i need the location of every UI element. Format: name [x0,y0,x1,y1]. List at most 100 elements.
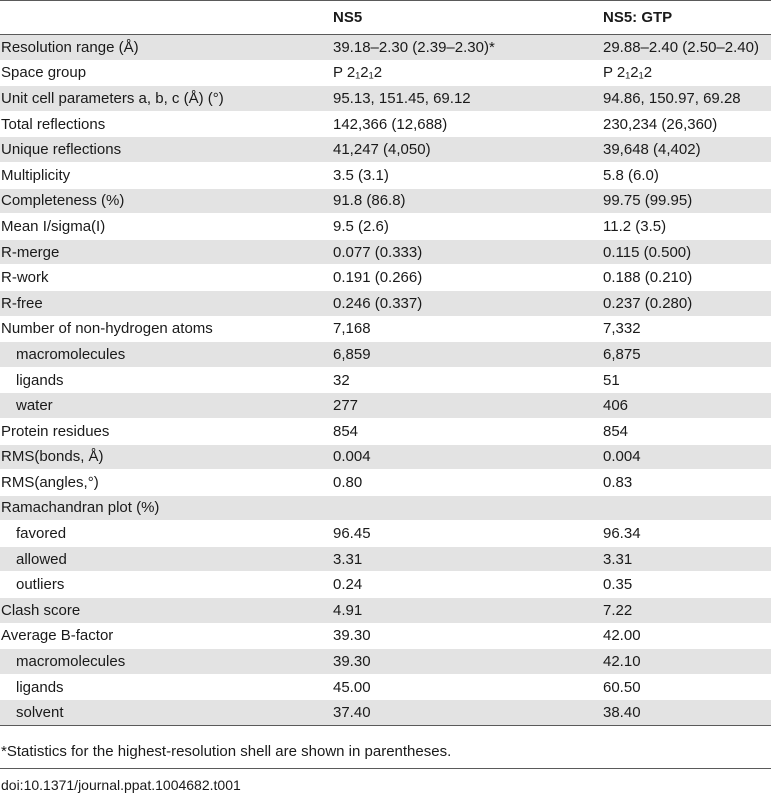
cell-ns5: 4.91 [333,597,603,624]
table-row: solvent 37.40 38.40 [0,699,771,727]
row-label: Total reflections [0,111,333,138]
row-label: solvent [0,699,333,727]
cell-ns5-gtp: 99.75 (99.95) [603,188,771,215]
cell-ns5-gtp: 51 [603,367,771,394]
table-row: RMS(bonds, Å) 0.004 0.004 [0,444,771,471]
cell-ns5-gtp: 230,234 (26,360) [603,111,771,138]
data-table-container: NS5 NS5: GTP Resolution range (Å) 39.18–2… [0,0,771,727]
crystallography-stats-table: NS5 NS5: GTP Resolution range (Å) 39.18–2… [0,0,771,727]
row-label: Number of non-hydrogen atoms [0,316,333,343]
cell-ns5-gtp: 94.86, 150.97, 69.28 [603,85,771,112]
row-label: macromolecules [0,648,333,675]
table-row: ligands 32 51 [0,367,771,394]
table-row: Mean I/sigma(I) 9.5 (2.6) 11.2 (3.5) [0,213,771,240]
row-label: favored [0,520,333,547]
row-label: Mean I/sigma(I) [0,213,333,240]
cell-ns5-gtp: 60.50 [603,674,771,701]
table-row: Total reflections 142,366 (12,688) 230,234… [0,111,771,138]
cell-ns5: 37.40 [333,699,603,727]
table-row: allowed 3.31 3.31 [0,546,771,573]
table-row: RMS(angles,°) 0.80 0.83 [0,469,771,496]
row-label: macromolecules [0,341,333,368]
cell-ns5-gtp [603,495,771,522]
table-row: Space group P 2₁2₁2 P 2₁2₁2 [0,60,771,87]
table-row: Completeness (%) 91.8 (86.8) 99.75 (99.95) [0,188,771,215]
header-row: NS5 NS5: GTP [0,0,771,35]
row-label: Space group [0,60,333,87]
row-label: R-work [0,264,333,291]
cell-ns5: 95.13, 151.45, 69.12 [333,85,603,112]
header-ns5-gtp: NS5: GTP [603,0,771,35]
row-label: water [0,392,333,419]
row-label: allowed [0,546,333,573]
cell-ns5: 41,247 (4,050) [333,136,603,163]
row-label: Resolution range (Å) [0,34,333,61]
row-label: Completeness (%) [0,188,333,215]
cell-ns5: 0.077 (0.333) [333,239,603,266]
table-row: Number of non-hydrogen atoms 7,168 7,332 [0,316,771,343]
row-label: Multiplicity [0,162,333,189]
cell-ns5-gtp: 0.004 [603,444,771,471]
row-label: R-free [0,290,333,317]
row-label: RMS(angles,°) [0,469,333,496]
cell-ns5: 32 [333,367,603,394]
table-row: Ramachandran plot (%) [0,495,771,522]
cell-ns5-gtp: P 2₁2₁2 [603,60,771,87]
cell-ns5-gtp: 0.237 (0.280) [603,290,771,317]
cell-ns5-gtp: 0.115 (0.500) [603,239,771,266]
table-row: macromolecules 6,859 6,875 [0,341,771,368]
cell-ns5-gtp: 5.8 (6.0) [603,162,771,189]
cell-ns5-gtp: 0.83 [603,469,771,496]
cell-ns5-gtp: 96.34 [603,520,771,547]
table-body: Resolution range (Å) 39.18–2.30 (2.39–2.3… [0,34,771,727]
row-label: R-merge [0,239,333,266]
cell-ns5-gtp: 38.40 [603,699,771,727]
table-row: ligands 45.00 60.50 [0,674,771,701]
cell-ns5: 0.191 (0.266) [333,264,603,291]
table-row: Unit cell parameters a, b, c (Å) (°) 95.1… [0,85,771,112]
cell-ns5: 91.8 (86.8) [333,188,603,215]
cell-ns5-gtp: 11.2 (3.5) [603,213,771,240]
row-label: Average B-factor [0,623,333,650]
table-row: R-work 0.191 (0.266) 0.188 (0.210) [0,264,771,291]
cell-ns5-gtp: 39,648 (4,402) [603,136,771,163]
row-label: Protein residues [0,418,333,445]
cell-ns5: 39.30 [333,648,603,675]
cell-ns5: 3.31 [333,546,603,573]
table-row: Protein residues 854 854 [0,418,771,445]
row-label: Clash score [0,597,333,624]
table-row: Multiplicity 3.5 (3.1) 5.8 (6.0) [0,162,771,189]
cell-ns5: P 2₁2₁2 [333,60,603,87]
cell-ns5: 39.30 [333,623,603,650]
cell-ns5: 0.80 [333,469,603,496]
table-row: macromolecules 39.30 42.10 [0,648,771,675]
row-label: Unique reflections [0,136,333,163]
table-header: NS5 NS5: GTP [0,0,771,35]
table-row: R-free 0.246 (0.337) 0.237 (0.280) [0,290,771,317]
cell-ns5: 0.246 (0.337) [333,290,603,317]
table-footnote: *Statistics for the highest-resolution s… [0,735,771,769]
row-label: ligands [0,367,333,394]
cell-ns5 [333,495,603,522]
cell-ns5: 0.24 [333,571,603,599]
header-label-col [0,0,333,35]
cell-ns5-gtp: 3.31 [603,546,771,573]
cell-ns5: 39.18–2.30 (2.39–2.30)* [333,34,603,61]
table-row: Clash score 4.91 7.22 [0,597,771,624]
row-label: Unit cell parameters a, b, c (Å) (°) [0,85,333,112]
doi-link[interactable]: doi:10.1371/journal.ppat.1004682.t001 [1,777,241,793]
table-row: Average B-factor 39.30 42.00 [0,623,771,650]
header-ns5: NS5 [333,0,603,35]
cell-ns5: 142,366 (12,688) [333,111,603,138]
cell-ns5: 7,168 [333,316,603,343]
row-label: ligands [0,674,333,701]
table-row: Resolution range (Å) 39.18–2.30 (2.39–2.3… [0,34,771,61]
cell-ns5-gtp: 42.10 [603,648,771,675]
row-label: Ramachandran plot (%) [0,495,333,522]
table-row: R-merge 0.077 (0.333) 0.115 (0.500) [0,239,771,266]
cell-ns5-gtp: 7.22 [603,597,771,624]
cell-ns5-gtp: 42.00 [603,623,771,650]
cell-ns5-gtp: 6,875 [603,341,771,368]
cell-ns5: 9.5 (2.6) [333,213,603,240]
table-row: outliers 0.24 0.35 [0,571,771,599]
